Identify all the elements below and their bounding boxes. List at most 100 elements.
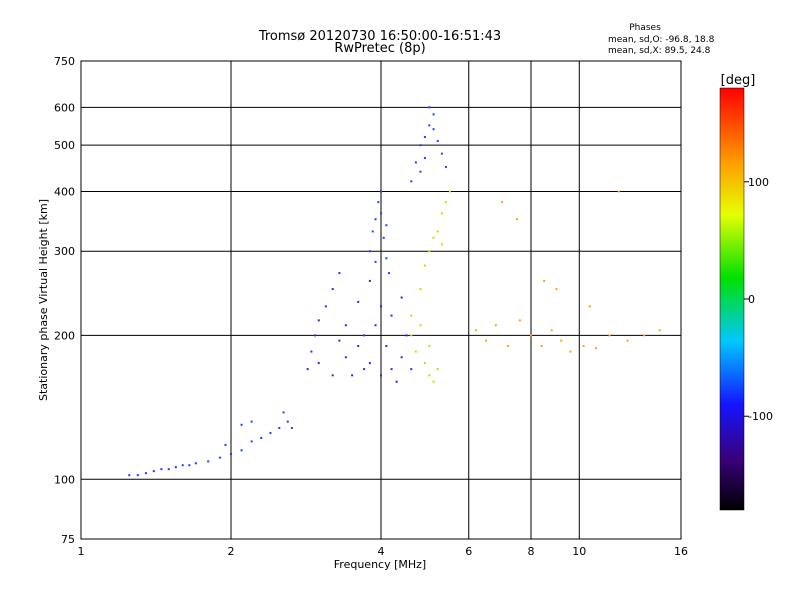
- y-tick-label: 300: [54, 245, 75, 258]
- x-tick-label: 16: [674, 545, 688, 558]
- scatter-point: [501, 201, 504, 204]
- scatter-point: [380, 374, 382, 377]
- y-axis-label: Stationary phase Virtual Height [km]: [37, 199, 50, 401]
- plot-frame: [80, 60, 682, 540]
- scatter-point: [230, 452, 232, 455]
- scatter-point: [380, 305, 382, 308]
- scatter-point: [344, 356, 347, 359]
- scatter-point: [224, 443, 227, 446]
- y-tick-label: 200: [54, 329, 75, 342]
- scatter-point: [374, 218, 377, 221]
- scatter-point: [419, 288, 422, 291]
- scatter-point: [410, 334, 413, 337]
- y-tick-label: 75: [61, 533, 75, 546]
- phases-x-stats: mean, sd,X: 89.5, 24.8: [608, 46, 711, 56]
- scatter-point: [588, 305, 591, 308]
- scatter-point: [167, 468, 170, 471]
- scatter-point: [540, 345, 543, 348]
- scatter-point: [560, 339, 563, 342]
- scatter-point: [286, 420, 289, 423]
- scatter-point: [423, 136, 426, 139]
- scatter-point: [152, 470, 155, 473]
- scatter-point: [390, 368, 393, 371]
- scatter-point: [368, 250, 371, 253]
- scatter-point: [380, 190, 382, 193]
- scatter-point: [419, 144, 422, 147]
- scatter-points: [128, 106, 661, 477]
- scatter-point: [144, 472, 147, 475]
- scatter-point: [555, 288, 558, 291]
- scatter-point: [428, 250, 431, 253]
- phases-o-stats: mean, sd,O: -96.8, 18.8: [608, 35, 715, 45]
- y-tick-label: 600: [54, 101, 75, 114]
- scatter-point: [310, 350, 313, 353]
- scatter-point: [436, 230, 439, 233]
- scatter-point: [374, 260, 377, 263]
- plot-grid: [81, 61, 681, 539]
- scatter-point: [278, 427, 281, 430]
- scatter-point: [160, 468, 163, 471]
- scatter-point: [410, 368, 413, 371]
- scatter-point: [428, 345, 431, 348]
- scatter-point: [387, 272, 390, 275]
- scatter-point: [423, 362, 426, 365]
- scatter-point: [363, 334, 366, 337]
- scatter-point: [432, 380, 435, 383]
- scatter-point: [181, 464, 184, 467]
- scatter-point: [658, 329, 661, 332]
- scatter-point: [331, 288, 334, 291]
- scatter-point: [377, 201, 380, 204]
- colorbar-ticks: 100 0 -100: [744, 176, 773, 423]
- scatter-point: [282, 411, 285, 414]
- scatter-point: [385, 224, 388, 227]
- y-tick-label: 750: [54, 55, 75, 68]
- scatter-point: [374, 324, 377, 327]
- scatter-point: [136, 474, 139, 477]
- scatter-point: [174, 466, 177, 469]
- scatter-point: [250, 420, 253, 423]
- scatter-point: [440, 243, 443, 246]
- scatter-point: [474, 329, 477, 332]
- scatter-point: [357, 345, 360, 348]
- scatter-point: [400, 356, 403, 359]
- scatter-point: [290, 427, 293, 430]
- scatter-point: [218, 456, 221, 459]
- scatter-point: [626, 339, 629, 342]
- colorbar-tick-label: 100: [748, 176, 769, 189]
- scatter-point: [410, 314, 413, 317]
- y-tick-label: 100: [54, 473, 75, 486]
- y-tick-label: 500: [54, 139, 75, 152]
- x-tick-label: 6: [465, 545, 472, 558]
- scatter-point: [351, 374, 354, 377]
- scatter-point: [608, 334, 611, 337]
- scatter-point: [518, 319, 521, 322]
- scatter-point: [594, 347, 597, 350]
- scatter-point: [371, 230, 374, 233]
- colorbar: [719, 87, 745, 511]
- scatter-point: [617, 190, 620, 193]
- scatter-point: [428, 124, 431, 127]
- scatter-point: [400, 296, 403, 299]
- scatter-point: [405, 334, 408, 337]
- scatter-point: [432, 113, 435, 116]
- colorbar-tick-label: 0: [748, 293, 755, 306]
- chart-title: Tromsø 20120730 16:50:00-16:51:43: [258, 29, 501, 44]
- scatter-point: [419, 324, 422, 327]
- scatter-point: [194, 462, 197, 465]
- colorbar-tick-label: -100: [748, 410, 773, 423]
- phases-title: Phases: [629, 23, 661, 33]
- scatter-point: [494, 324, 497, 327]
- x-axis-label: Frequency [MHz]: [334, 558, 426, 571]
- scatter-point: [419, 170, 422, 173]
- scatter-point: [448, 190, 451, 193]
- scatter-point: [390, 314, 393, 317]
- scatter-point: [368, 279, 371, 282]
- scatter-point: [317, 362, 320, 365]
- scatter-point: [260, 436, 263, 439]
- scatter-point: [423, 264, 426, 267]
- scatter-point: [444, 166, 447, 169]
- x-tick-label: 10: [572, 545, 586, 558]
- scatter-point: [240, 423, 243, 426]
- scatter-point: [207, 460, 210, 463]
